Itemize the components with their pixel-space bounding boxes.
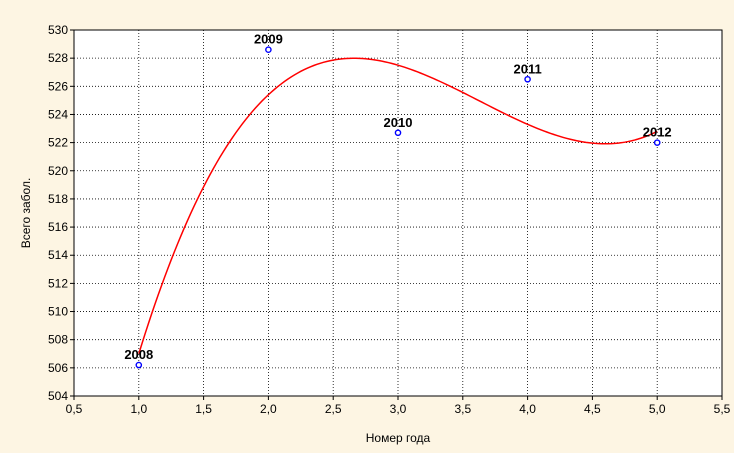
- y-tick-label: 504: [48, 389, 68, 403]
- data-points: 2008 2009 2010 2011 2012: [124, 32, 672, 369]
- x-tick-label: 1,0: [130, 402, 147, 416]
- y-tick-label: 506: [48, 361, 68, 375]
- x-tick-label: 5,0: [649, 402, 666, 416]
- y-tick-label: 530: [48, 23, 68, 37]
- y-tick-label: 526: [48, 79, 68, 93]
- y-tick-label: 522: [48, 136, 68, 150]
- y-tick-label: 514: [48, 248, 68, 262]
- y-tick-label: 520: [48, 164, 68, 178]
- x-tick-label: 5,5: [714, 402, 731, 416]
- y-tick-label: 512: [48, 276, 68, 290]
- x-tick-label: 2,5: [325, 402, 342, 416]
- data-point-label: 2008: [124, 347, 153, 362]
- x-tick-label: 3,5: [454, 402, 471, 416]
- data-point-label: 2011: [513, 61, 541, 76]
- y-tick-label: 518: [48, 192, 68, 206]
- y-tick-label: 524: [48, 107, 68, 121]
- y-axis-title: Всего забол.: [19, 178, 33, 249]
- y-tick-label: 528: [48, 51, 68, 65]
- y-tick-label: 516: [48, 220, 68, 234]
- data-point-label: 2012: [643, 125, 672, 140]
- y-tick-label: 510: [48, 305, 68, 319]
- y-tick-labels: 504 506 508 510 512 514 516 518 520 522 524 526 528 5…: [48, 23, 74, 403]
- x-tick-label: 2,0: [260, 402, 277, 416]
- x-tick-label: 4,0: [519, 402, 536, 416]
- y-tick-label: 508: [48, 333, 68, 347]
- x-tick-label: 4,5: [584, 402, 601, 416]
- data-point: [524, 75, 531, 83]
- x-axis-title: Номер года: [366, 431, 431, 445]
- data-point: [653, 139, 661, 146]
- data-point-label: 2009: [254, 32, 283, 47]
- x-tick-label: 1,5: [195, 402, 212, 416]
- grid-lines: [74, 30, 722, 396]
- x-tick-label: 0,5: [66, 402, 83, 416]
- data-point: [394, 129, 402, 137]
- fit-curve: [138, 57, 658, 354]
- data-point-label: 2010: [384, 115, 413, 130]
- x-tick-labels: 0,5 1,0 1,5 2,0 2,5 3,0 3,5 4,0 4,5 5,0 5,5: [66, 396, 731, 416]
- data-point: [265, 46, 272, 54]
- data-point: [135, 361, 143, 369]
- plot-frame: [73, 29, 723, 397]
- x-tick-label: 3,0: [390, 402, 407, 416]
